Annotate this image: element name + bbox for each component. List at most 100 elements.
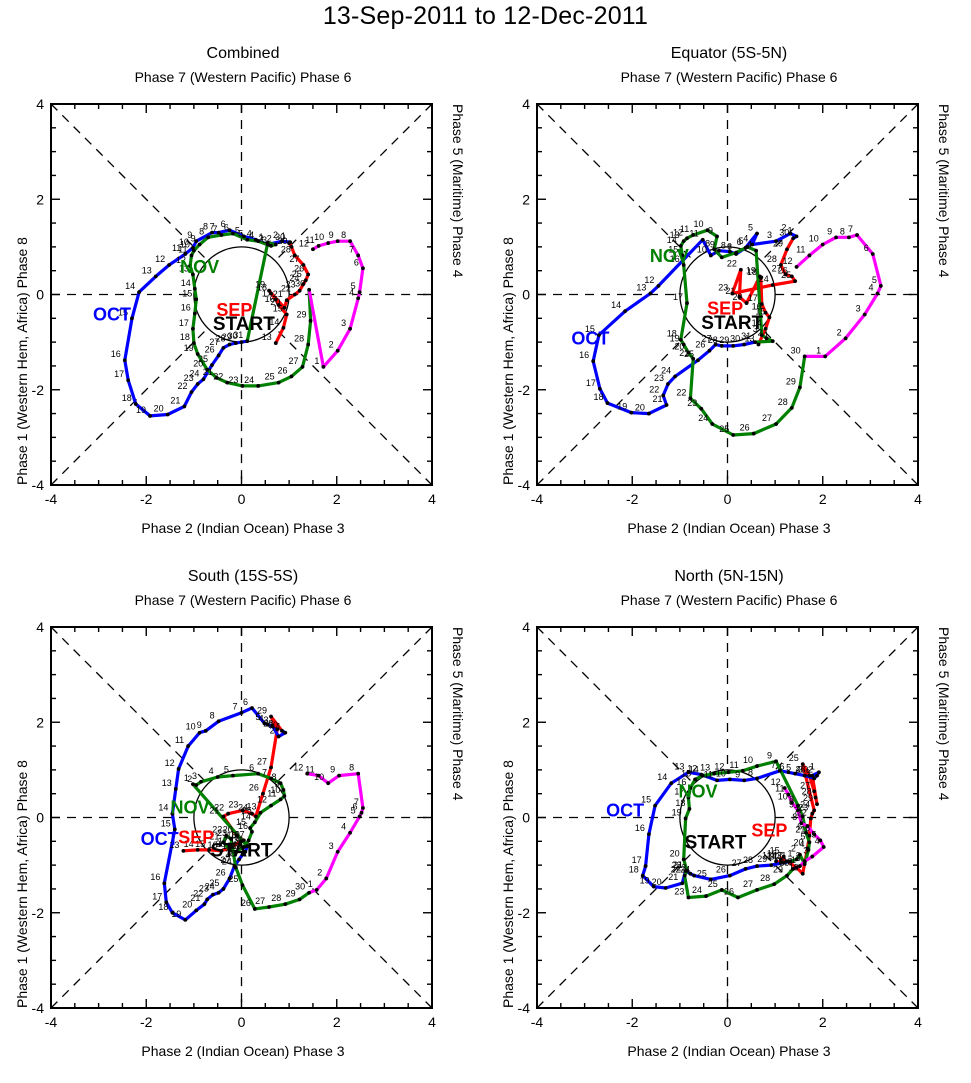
data-point: [314, 887, 319, 892]
day-label: 1: [281, 231, 286, 241]
data-point: [282, 305, 287, 310]
y-tick-label: -2: [32, 905, 45, 921]
day-label: 16: [767, 848, 777, 858]
day-label: 22: [797, 807, 807, 817]
data-point: [219, 848, 224, 853]
day-label: 15: [236, 817, 246, 827]
day-label: 14: [611, 300, 621, 310]
day-label: 19: [672, 807, 682, 817]
data-point: [239, 710, 244, 715]
data-point: [207, 847, 212, 852]
data-point: [727, 777, 732, 782]
data-point: [785, 873, 789, 878]
data-point: [688, 871, 693, 876]
day-label: 19: [640, 876, 650, 886]
day-label: 13: [142, 265, 152, 275]
data-point: [170, 811, 175, 816]
day-label: 16: [207, 840, 217, 850]
data-point: [265, 722, 270, 727]
day-label: 25: [265, 372, 275, 382]
day-label: 12: [257, 795, 267, 805]
day-label: 10: [180, 240, 190, 250]
data-point: [681, 263, 686, 267]
data-point: [778, 263, 783, 267]
data-point: [717, 248, 721, 253]
day-label: 11: [175, 735, 184, 745]
day-label: 28: [767, 254, 777, 264]
day-label: 27: [257, 756, 267, 766]
day-label: 15: [195, 839, 205, 849]
data-point: [280, 728, 284, 733]
day-label: 8: [840, 226, 845, 236]
day-label: 25: [708, 879, 718, 889]
day-label: 27: [800, 780, 810, 790]
day-label: 14: [125, 281, 135, 291]
data-point: [357, 814, 362, 819]
data-point: [691, 233, 696, 237]
data-point: [755, 887, 759, 892]
day-label: 6: [243, 697, 248, 707]
x-tick-label: 2: [333, 491, 341, 507]
data-point: [210, 363, 214, 367]
trajectory-oct: [162, 706, 287, 922]
day-label: 1: [184, 773, 189, 783]
month-label-nov: NOV: [171, 798, 210, 818]
data-point: [280, 239, 284, 244]
day-label: 10: [693, 219, 703, 229]
day-label: 16: [635, 823, 645, 833]
data-point: [199, 779, 203, 784]
data-point: [805, 824, 810, 828]
data-point: [740, 768, 745, 773]
data-point: [356, 771, 361, 776]
data-point: [713, 342, 718, 347]
data-point: [226, 811, 231, 816]
data-point: [653, 803, 658, 808]
data-point: [233, 865, 238, 870]
panel-x-axis-label: Phase 2 (Indian Ocean) Phase 3: [141, 1043, 345, 1059]
day-label: 26: [795, 765, 805, 775]
data-point: [777, 768, 782, 773]
day-label: 10: [270, 785, 280, 795]
day-label: 29: [222, 332, 232, 342]
data-point: [241, 234, 246, 239]
data-point: [797, 852, 802, 857]
data-point: [648, 291, 653, 296]
trajectory-sep: [181, 714, 284, 853]
figure-root: 13-Sep-2011 to 12-Dec-2011 Combined Phase…: [14, 2, 952, 1059]
day-label: 12: [293, 763, 303, 773]
data-point: [759, 302, 764, 306]
y-tick-label: 2: [36, 191, 44, 207]
y-tick-label: 4: [36, 96, 44, 112]
day-label: 13: [247, 802, 257, 812]
day-label: 30: [791, 345, 801, 355]
day-label: 10: [314, 232, 324, 242]
day-label: 6: [249, 763, 254, 773]
data-point: [794, 857, 799, 862]
data-point: [176, 767, 181, 771]
data-point: [252, 907, 257, 911]
data-point: [221, 840, 226, 845]
data-point: [757, 274, 762, 279]
data-point: [245, 339, 250, 344]
day-label: 21: [209, 806, 219, 816]
data-point: [629, 410, 634, 415]
day-label: 12: [176, 255, 186, 265]
data-point: [281, 787, 286, 792]
day-label: 21: [795, 825, 805, 835]
data-point: [719, 344, 724, 348]
day-label: 3: [803, 846, 808, 856]
month-label-nov: NOV: [180, 257, 219, 277]
day-label: 30: [295, 882, 305, 892]
day-label: 2: [270, 726, 275, 736]
day-label: 16: [670, 254, 680, 264]
day-label: 15: [273, 304, 283, 314]
day-label: 20: [670, 848, 680, 858]
day-label: 17: [674, 786, 684, 796]
day-label: 13: [762, 850, 772, 860]
data-point: [133, 402, 138, 406]
y-tick-label: 2: [522, 191, 530, 207]
data-point: [231, 231, 235, 236]
data-point: [311, 247, 315, 252]
day-label: 15: [681, 768, 691, 778]
data-point: [707, 348, 712, 353]
